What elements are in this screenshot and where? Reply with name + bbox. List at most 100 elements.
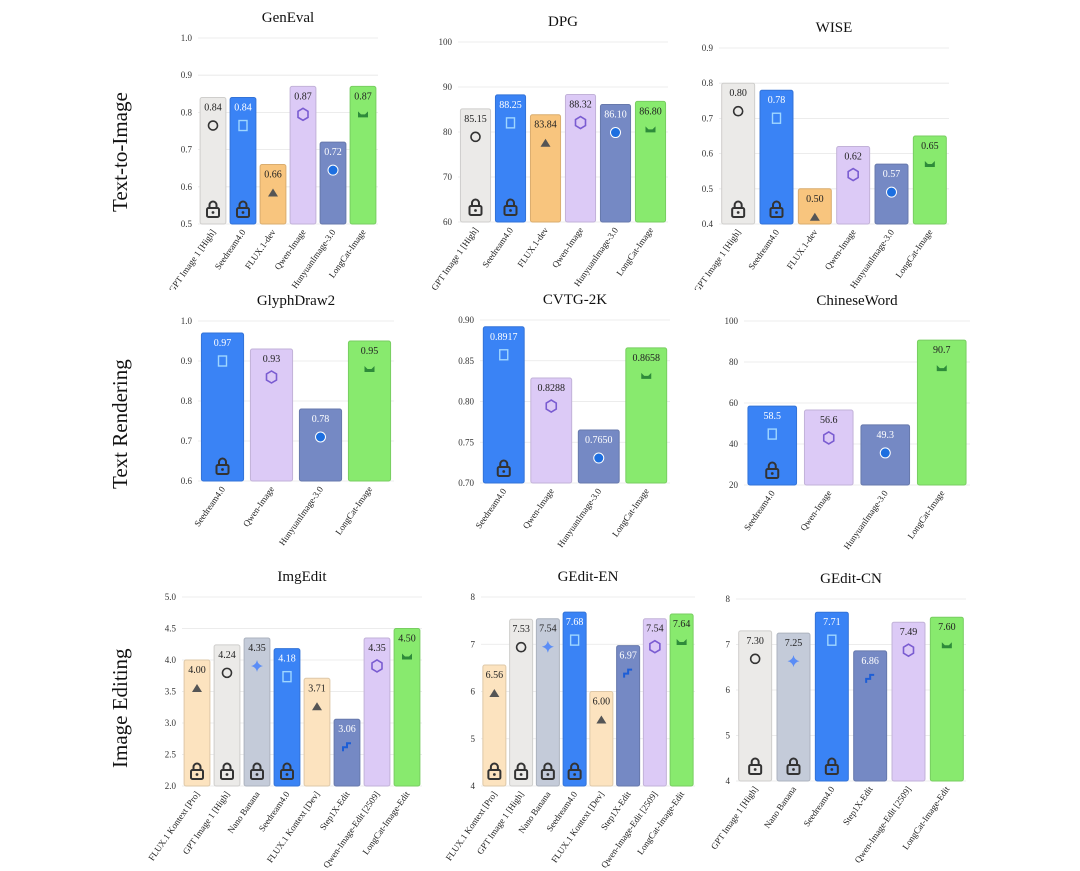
y-tick-label: 0.5 (702, 184, 714, 194)
data-label: 0.8658 (633, 353, 661, 364)
y-tick-label: 0.6 (181, 182, 193, 192)
data-label: 6.56 (486, 670, 504, 681)
data-label: 7.68 (566, 617, 584, 628)
x-tick-label: Seedream4.0 (480, 225, 515, 269)
lock-icon (236, 207, 250, 218)
bar-group-gpt-image-1-high: 85.15 (459, 108, 492, 223)
chart-wise: WISE 0.4 0.5 0.6 0.7 0.8 0.9 0.80 GPT Image 1 [H… (692, 20, 949, 290)
y-tick-label: 6 (726, 685, 731, 695)
bar-longcat-image-edit (929, 616, 964, 782)
bar-group-nano-banana: 7.54 (535, 618, 560, 787)
bar-group-seedream4-0: 0.8917 (482, 326, 525, 484)
lock-icon-shackle (208, 200, 218, 208)
bar-hunyuanimage-3-0 (298, 408, 343, 482)
qwen-icon (902, 643, 915, 658)
longcat-icon (364, 366, 375, 372)
lock-icon (748, 764, 763, 775)
chart-imgedit: ImgEdit 2.0 2.5 3.0 3.5 4.0 4.5 5.0 4.00 FLUX.1 K… (146, 569, 422, 870)
gemini-icon (787, 655, 800, 668)
bar-longcat-image (634, 100, 667, 223)
bar-group-longcat-image: 86.80 (634, 100, 667, 223)
openai-icon (749, 653, 761, 665)
seedream-icon (282, 670, 292, 683)
y-tick-label: 0.7 (181, 436, 193, 446)
data-label: 0.8917 (490, 332, 518, 343)
lock-icon (250, 769, 264, 780)
lock-icon-shackle (733, 200, 743, 208)
chart-title: CVTG-2K (543, 292, 607, 308)
bar-gpt-image-1-high (721, 82, 756, 225)
bar-group-longcat-image: 0.87 (349, 85, 377, 225)
y-tick-label: 0.85 (458, 356, 474, 366)
chart-title: GlyphDraw2 (257, 293, 335, 309)
bar-group-seedream4-0: 0.78 (759, 89, 794, 225)
y-tick-label: 8 (726, 594, 731, 604)
data-label: 3.71 (308, 683, 326, 694)
y-tick-label: 0.4 (702, 219, 714, 229)
lock-icon (786, 764, 801, 775)
lock-icon-shackle (570, 762, 580, 770)
seedream-icon (217, 355, 228, 367)
bar-group-seedream4-0: 7.71 (814, 611, 849, 782)
lock-icon-shackle (772, 200, 781, 208)
bar-qwen-image-edit-2509 (642, 618, 667, 787)
bar-group-seedream4-0: 7.68 (562, 611, 587, 787)
lock-icon (215, 464, 230, 475)
x-tick-label: Seedream4.0 (742, 488, 777, 532)
lock-icon-shackle (506, 198, 515, 206)
x-tick-label: LongCat-Image (333, 484, 374, 536)
y-tick-label: 0.5 (181, 219, 193, 229)
bar-group-qwen-image: 88.32 (564, 94, 597, 223)
lock-icon (190, 769, 204, 780)
bar-nano-banana (535, 618, 560, 787)
y-tick-label: 0.7 (702, 113, 714, 123)
lock-icon-keyhole (241, 211, 245, 214)
x-tick-label: LongCat-Image (614, 225, 655, 277)
x-tick-label: FLUX.1 Kontext [Dev] (265, 789, 322, 864)
bar-hunyuanimage-3-0 (319, 141, 347, 225)
seedream-icon (771, 112, 782, 124)
qwen-icon (649, 639, 661, 654)
y-tick-label: 0.6 (702, 149, 714, 159)
bar-nano-banana (776, 632, 811, 782)
hunyuan-icon (327, 164, 339, 176)
lock-icon-keyhole (211, 211, 215, 214)
bar-group-hunyuanimage-3-0: 86.10 (599, 104, 632, 223)
flux-icon (312, 702, 322, 711)
y-tick-label: 7 (471, 639, 476, 649)
data-label: 0.78 (312, 414, 330, 425)
bar-group-qwen-image: 0.8288 (530, 377, 573, 484)
y-tick-label: 0.80 (458, 397, 474, 407)
bar-seedream4-0 (200, 332, 245, 482)
x-tick-label: LongCat-Image (906, 488, 947, 540)
y-tick-label: 100 (439, 37, 453, 47)
flux-icon (809, 212, 820, 221)
lock-icon-shackle (252, 762, 262, 770)
bar-flux-1-dev (797, 188, 832, 225)
y-tick-label: 0.7 (181, 145, 193, 155)
data-label: 7.71 (823, 617, 841, 628)
lock-icon (496, 466, 511, 477)
qwen-icon (371, 659, 383, 673)
bar-longcat-image (912, 135, 947, 225)
data-label: 4.00 (188, 665, 206, 676)
chart-gedit-cn: GEdit-CN 4 5 6 7 8 7.30 GPT Image 1 [High] 7.25 N… (709, 571, 966, 865)
data-label: 90.7 (933, 345, 951, 356)
y-tick-label: 4 (726, 776, 731, 786)
longcat-icon (924, 161, 935, 167)
data-label: 86.10 (604, 110, 627, 121)
flux-icon (540, 138, 551, 147)
lock-icon-keyhole (736, 211, 740, 214)
step-icon (623, 668, 633, 678)
bar-seedream4-0 (229, 97, 257, 225)
lock-icon-keyhole (509, 209, 512, 212)
x-tick-label: FLUX.1 Kontext [Dev] (549, 789, 606, 864)
y-tick-label: 7 (726, 640, 731, 650)
seedream-icon (827, 634, 837, 646)
y-tick-label: 0.90 (458, 315, 474, 325)
x-tick-label: Step1X-Edit (841, 784, 875, 827)
bar-seedream4-0 (562, 611, 587, 787)
y-tick-label: 0.9 (181, 70, 193, 80)
chart-dpg: DPG 60 70 80 90 100 85.15 GPT Image 1 [High] 88.… (429, 14, 668, 290)
lock-icon-keyhole (502, 470, 506, 473)
